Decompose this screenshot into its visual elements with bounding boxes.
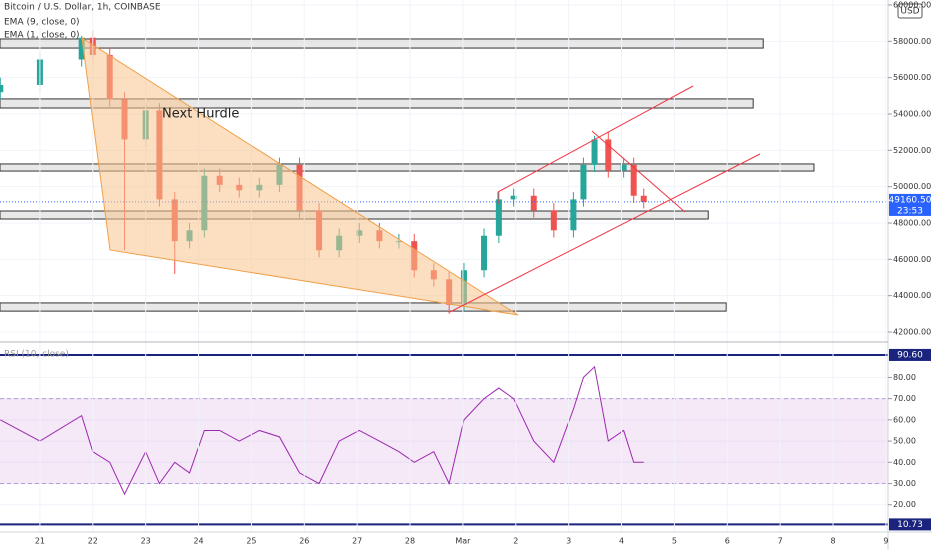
level-badge [889, 348, 931, 361]
y-tick-label: 60.00 [893, 415, 916, 424]
x-tick-label: 28 [405, 537, 415, 546]
countdown: 23:53 [897, 206, 923, 216]
x-tick-label: 23 [141, 537, 151, 546]
x-tick-label: Mar [455, 537, 471, 546]
candle-body [550, 210, 557, 231]
y-tick-label: 56000.00 [893, 73, 931, 82]
y-tick-label: 20.00 [893, 500, 916, 509]
y-tick-label: 42000.00 [893, 328, 931, 337]
x-tick-label: 4 [619, 537, 624, 546]
y-tick-label: 46000.00 [893, 255, 931, 264]
level-label: 10.73 [897, 520, 923, 530]
channel-line [497, 85, 694, 193]
zone [0, 163, 815, 172]
currency-badge [897, 3, 923, 19]
candle-body [78, 37, 85, 60]
zone [0, 302, 727, 312]
y-tick-label: 44000.00 [893, 291, 931, 300]
price-badge [889, 193, 931, 216]
y-tick-label: 54000.00 [893, 110, 931, 119]
triangle-drawing [81, 37, 519, 316]
candle-body [570, 199, 577, 231]
x-tick-label: 9 [883, 537, 888, 546]
x-tick-label: 25 [246, 537, 256, 546]
level-badge [889, 518, 931, 531]
y-tick-label: 50.00 [893, 437, 916, 446]
candle-body [640, 195, 647, 202]
candle-body [510, 195, 517, 200]
wedge-line [591, 130, 686, 213]
level-label: 90.60 [897, 350, 923, 360]
y-tick-label: 30.00 [893, 479, 916, 488]
indicator-label: EMA (1, close, 0) [4, 31, 80, 41]
y-tick-label: 48000.00 [893, 219, 931, 228]
rsi-title: RSI (10, close) [4, 350, 69, 360]
candle-body [0, 84, 4, 93]
x-tick-label: 6 [725, 537, 730, 546]
chart-title: Bitcoin / U.S. Dollar, 1h, COINBASE [4, 3, 161, 13]
rsi-band [0, 398, 888, 484]
indicator-label: EMA (9, close, 0) [4, 18, 80, 28]
y-tick-label: 70.00 [893, 394, 916, 403]
zone [0, 38, 764, 49]
x-tick-label: 8 [830, 537, 835, 546]
candle-body [530, 195, 537, 211]
candle-body [620, 164, 627, 171]
candle-body [481, 235, 488, 271]
x-tick-label: 3 [566, 537, 571, 546]
x-tick-label: 21 [35, 537, 45, 546]
y-tick-label: 60000.00 [893, 0, 931, 9]
y-tick-label: 52000.00 [893, 146, 931, 155]
x-tick-label: 27 [352, 537, 362, 546]
candle-body [580, 164, 587, 200]
candle-body [591, 139, 598, 165]
x-tick-label: 5 [672, 537, 677, 546]
channel-line [449, 153, 761, 313]
x-tick-label: 22 [88, 537, 98, 546]
x-tick-label: 24 [193, 537, 203, 546]
y-tick-label: 80.00 [893, 373, 916, 382]
y-tick-label: 40.00 [893, 458, 916, 467]
current-price-label: 49160.50 [889, 195, 932, 205]
candle-body [495, 199, 502, 236]
y-tick-label: 50000.00 [893, 182, 931, 191]
x-tick-label: 2 [513, 537, 518, 546]
x-tick-label: 26 [299, 537, 309, 546]
x-tick-label: 7 [778, 537, 783, 546]
zone [0, 98, 754, 109]
candle-body [605, 139, 612, 171]
annotation: Next Hurdle [162, 107, 239, 122]
currency: USD [900, 7, 919, 17]
plot-layer [0, 0, 888, 532]
y-tick-label: 58000.00 [893, 37, 931, 46]
candle-body [630, 164, 637, 196]
